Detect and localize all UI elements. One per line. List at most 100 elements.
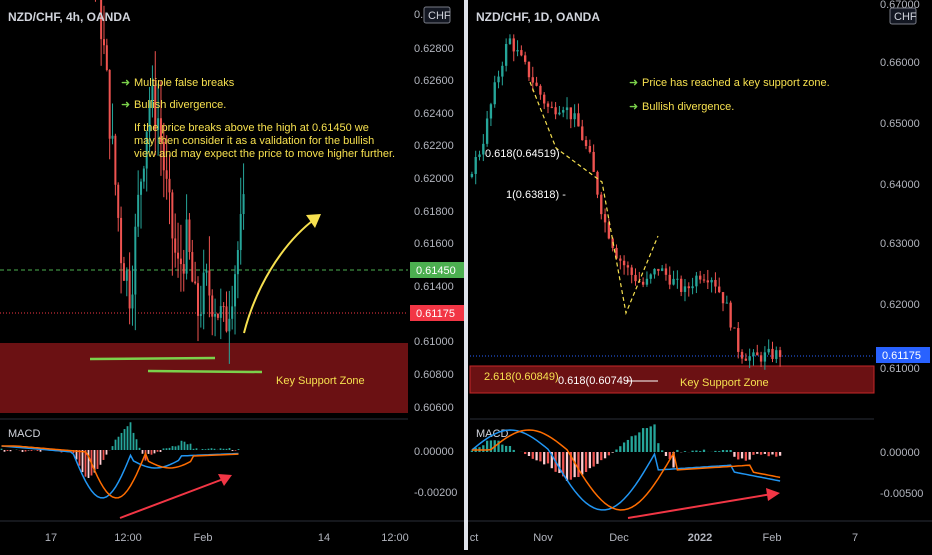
- right-macd-tick: -0.00500: [880, 488, 923, 500]
- macd-bar: [127, 426, 129, 450]
- candle-body: [106, 45, 108, 70]
- macd-bar: [775, 452, 777, 457]
- macd-bar: [130, 422, 132, 450]
- candle-body: [627, 265, 629, 267]
- candle-body: [169, 179, 171, 193]
- candle-body: [562, 110, 564, 113]
- macd-bar: [703, 450, 705, 452]
- candle-body: [718, 287, 720, 293]
- candle-body: [123, 263, 125, 281]
- macd-bar: [133, 433, 135, 450]
- candle-body: [237, 250, 239, 274]
- candle-body: [137, 195, 139, 227]
- left-price-label: 0.61175: [416, 308, 455, 320]
- candle-body: [188, 219, 190, 252]
- macd-bar: [600, 452, 602, 460]
- macd-bar: [235, 450, 237, 451]
- macd-bar: [223, 449, 225, 450]
- macd-bar: [482, 445, 484, 452]
- macd-bar: [566, 452, 568, 481]
- candle-body: [771, 349, 773, 359]
- left-note-5: view and may expect the price to move hi…: [134, 148, 395, 160]
- candle-body: [231, 306, 233, 318]
- candle-body: [203, 273, 205, 315]
- candle-body: [114, 136, 116, 185]
- candle-body: [478, 154, 480, 157]
- candle-body: [551, 107, 553, 108]
- candle-body: [653, 269, 655, 274]
- candle-body: [676, 279, 678, 280]
- candle-body: [524, 55, 526, 61]
- candle-body: [714, 280, 716, 287]
- macd-bar: [202, 449, 204, 450]
- macd-bar: [615, 450, 617, 452]
- macd-bar: [535, 452, 537, 460]
- candle-body: [228, 319, 230, 332]
- macd-bar: [749, 452, 751, 460]
- left-time-tick: Feb: [194, 532, 213, 544]
- candle-body: [117, 185, 119, 218]
- macd-bar: [82, 450, 84, 472]
- candle-body: [680, 279, 682, 292]
- left-tick: 0.62800: [414, 43, 454, 55]
- macd-bar: [627, 440, 629, 452]
- right-time-tick: Feb: [763, 532, 782, 544]
- macd-bar: [513, 450, 515, 452]
- macd-bar: [10, 450, 12, 451]
- left-tick: 0.62400: [414, 108, 454, 120]
- macd-bar: [229, 448, 231, 450]
- left-tick: 0.62600: [414, 75, 454, 87]
- macd-bar: [163, 448, 165, 450]
- macd-bar: [7, 450, 9, 451]
- macd-bar: [699, 451, 701, 452]
- candle-body: [669, 275, 671, 285]
- candle-body: [505, 44, 507, 66]
- candle-body: [535, 83, 537, 86]
- macd-bar: [190, 444, 192, 450]
- macd-bar: [764, 452, 766, 454]
- macd-bar: [106, 450, 108, 455]
- candle-body: [103, 39, 105, 45]
- macd-bar: [25, 450, 27, 452]
- macd-bar: [638, 432, 640, 452]
- macd-bar: [211, 448, 213, 450]
- candle-body: [684, 286, 686, 292]
- candle-body: [180, 259, 182, 264]
- candle-body: [581, 126, 583, 140]
- candle-body: [166, 170, 168, 179]
- left-time-tick: 14: [318, 532, 330, 544]
- candle-body: [657, 269, 659, 271]
- macd-bar: [745, 452, 747, 461]
- candle-body: [494, 82, 496, 104]
- left-tick: 0.60800: [414, 369, 454, 381]
- candle-body: [554, 107, 556, 114]
- candle-body: [528, 62, 530, 77]
- macd-bar: [175, 446, 177, 450]
- candle-body: [623, 261, 625, 265]
- macd-bar: [193, 449, 195, 450]
- candle-body: [577, 113, 579, 126]
- candle-body: [126, 271, 128, 281]
- candle-body: [225, 306, 227, 331]
- macd-bar: [623, 442, 625, 452]
- candle-body: [171, 192, 173, 238]
- candle-body: [661, 268, 663, 270]
- macd-bar: [136, 439, 138, 450]
- candle-body: [220, 306, 222, 318]
- candle-body: [619, 259, 621, 261]
- left-note-arrow-1: ➜: [121, 77, 130, 89]
- left-note-4: may then consider it as a validation for…: [134, 135, 374, 147]
- macd-bar: [726, 450, 728, 452]
- candle-body: [748, 356, 750, 361]
- macd-bar: [112, 446, 114, 450]
- macd-bar: [157, 450, 159, 452]
- macd-bar: [684, 451, 686, 452]
- macd-bar: [214, 449, 216, 450]
- candle-body: [520, 50, 522, 55]
- candle-body: [509, 38, 511, 44]
- macd-bar: [124, 429, 126, 450]
- candle-body: [140, 182, 142, 195]
- right-macd-tick: 0.00000: [880, 447, 920, 459]
- candle-body: [206, 270, 208, 272]
- candle-body: [183, 264, 185, 274]
